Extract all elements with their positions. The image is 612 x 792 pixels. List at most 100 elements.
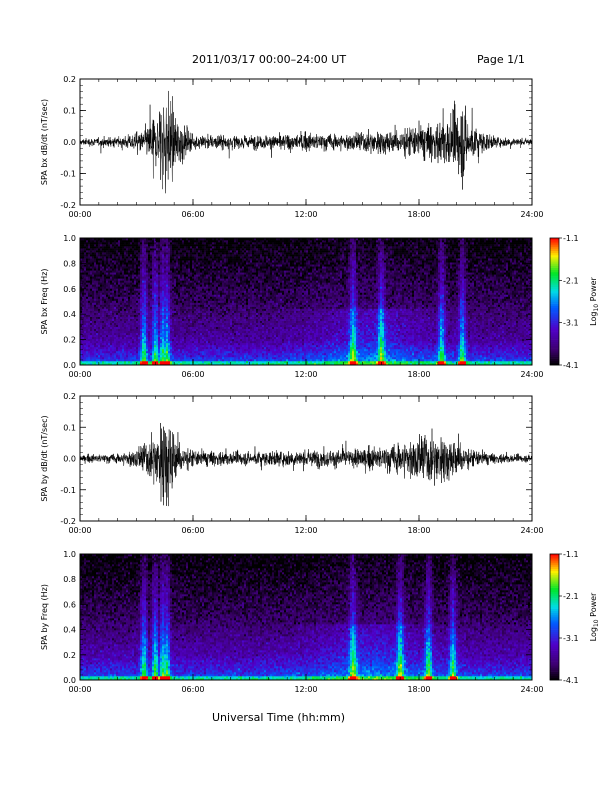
spectrogram-cell [104,268,106,270]
spectrogram-cell [110,351,112,353]
spectrogram-cell [112,333,114,335]
spectrogram-cell [112,335,114,337]
spectrogram-cell [106,246,108,248]
spectrogram-cell [218,260,220,262]
spectrogram-cell [94,307,96,309]
spectrogram-cell [186,242,188,244]
spectrogram-cell [152,244,154,246]
spectrogram-cell [180,333,182,335]
spectrogram-cell [134,313,136,315]
spectrogram-cell [122,313,124,315]
spectrogram-cell [196,303,198,305]
spectrogram-cell [160,272,162,274]
spectrogram-cell [182,272,184,274]
spectrogram-cell [90,296,92,298]
spectrogram-cell [148,359,150,361]
spectrogram-cell [126,278,128,280]
spectrogram-cell [124,288,126,290]
spectrogram-cell [84,355,86,357]
spectrogram-cell [104,329,106,331]
spectrogram-cell [196,242,198,244]
spectrogram-cell [198,307,200,309]
spectrogram-cell [186,240,188,242]
spectrogram-cell [112,262,114,264]
spectrogram-cell [160,244,162,246]
spectrogram-cell [102,359,104,361]
spectrogram-cell [96,325,98,327]
spectrogram-cell [144,329,146,331]
spectrogram-cell [226,305,228,307]
spectrogram-cell [144,323,146,325]
spectrogram-cell [226,258,228,260]
spectrogram-cell [212,319,214,321]
spectrogram-cell [216,252,218,254]
spectrogram-cell [176,323,178,325]
spectrogram-cell [172,266,174,268]
spectrogram-cell [130,361,132,363]
spectrogram-cell [142,266,144,268]
spectrogram-cell [168,266,170,268]
spectrogram-cell [146,345,148,347]
spectrogram-cell [150,347,152,349]
spectrogram-cell [162,248,164,250]
spectrogram-cell [200,353,202,355]
spectrogram-cell [114,278,116,280]
spectrogram-cell [188,296,190,298]
spectrogram-cell [142,331,144,333]
spectrogram-cell [198,357,200,359]
spectrogram-cell [194,327,196,329]
spectrogram-cell [110,276,112,278]
spectrogram-cell [118,258,120,260]
spectrogram-cell [214,242,216,244]
spectrogram-cell [88,280,90,282]
spectrogram-cell [124,307,126,309]
spectrogram-cell [226,270,228,272]
spectrogram-cell [162,325,164,327]
spectrogram-cell [226,268,228,270]
spectrogram-cell [128,250,130,252]
spectrogram-cell [102,315,104,317]
spectrogram-cell [138,315,140,317]
spectrogram-cell [166,254,168,256]
spectrogram-cell [176,260,178,262]
spectrogram-cell [148,278,150,280]
spectrogram-cell [166,323,168,325]
spectrogram-cell [134,329,136,331]
spectrogram-cell [180,288,182,290]
spectrogram-cell [196,244,198,246]
spectrogram-cell [200,347,202,349]
spectrogram-cell [146,282,148,284]
spectrogram-cell [158,266,160,268]
spectrogram-cell [120,315,122,317]
spectrogram-cell [134,303,136,305]
spectrogram-cell [124,361,126,363]
spectrogram-cell [224,333,226,335]
spectrogram-cell [92,260,94,262]
spectrogram-cell [184,270,186,272]
spectrogram-cell [82,244,84,246]
spectrogram-cell [84,276,86,278]
spectrogram-cell [202,262,204,264]
spectrogram-cell [148,244,150,246]
spectrogram-cell [220,343,222,345]
spectrogram-cell [232,246,234,248]
spectrogram-cell [124,353,126,355]
spectrogram-cell [126,349,128,351]
spectrogram-cell [196,256,198,258]
spectrogram-cell [176,315,178,317]
spectrogram-cell [212,335,214,337]
y-tick-label: -0.1 [60,170,76,179]
spectrogram-cell [166,278,168,280]
spectrogram-cell [230,307,232,309]
spectrogram-cell [188,305,190,307]
spectrogram-cell [144,311,146,313]
spectrogram-cell [130,335,132,337]
spectrogram-cell [148,319,150,321]
spectrogram-cell [176,321,178,323]
spectrogram-cell [214,309,216,311]
spectrogram-cell [214,246,216,248]
spectrogram-cell [126,250,128,252]
spectrogram-cell [172,268,174,270]
spectrogram-cell [106,319,108,321]
spectrogram-cell [198,317,200,319]
